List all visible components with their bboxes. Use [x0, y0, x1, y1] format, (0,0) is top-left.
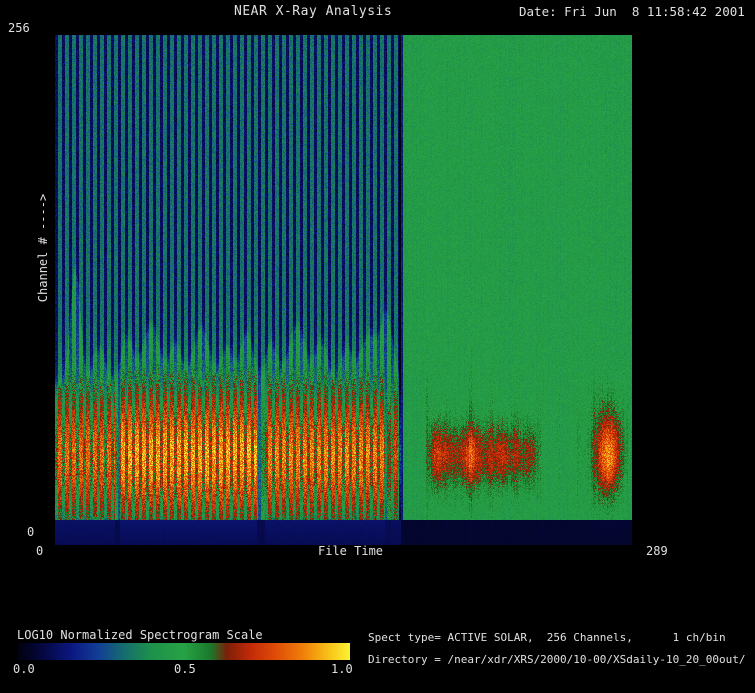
colorbar-label: LOG10 Normalized Spectrogram Scale	[17, 628, 263, 642]
colorbar-tick-mid: 0.5	[174, 662, 196, 676]
y-axis-max-label: 256	[8, 21, 30, 35]
spect-type-line: Spect type= ACTIVE SOLAR, 256 Channels, …	[368, 631, 726, 644]
x-axis-max-label: 289	[646, 544, 668, 558]
colorbar-tick-min: 0.0	[13, 662, 35, 676]
y-axis-title: Channel # ---->	[36, 193, 51, 303]
directory-line: Directory = /near/xdr/XRS/2000/10-00/XSd…	[368, 653, 746, 666]
spectrogram-canvas	[55, 35, 632, 545]
colorbar-gradient	[18, 643, 350, 660]
x-axis-min-label: 0	[36, 544, 44, 558]
colorbar-tick-max: 1.0	[331, 662, 353, 676]
page-title: NEAR X-Ray Analysis	[234, 4, 393, 19]
y-axis-min-label: 0	[27, 525, 35, 539]
date-label: Date: Fri Jun 8 11:58:42 2001	[519, 4, 745, 19]
x-axis-title: File Time	[318, 544, 384, 558]
